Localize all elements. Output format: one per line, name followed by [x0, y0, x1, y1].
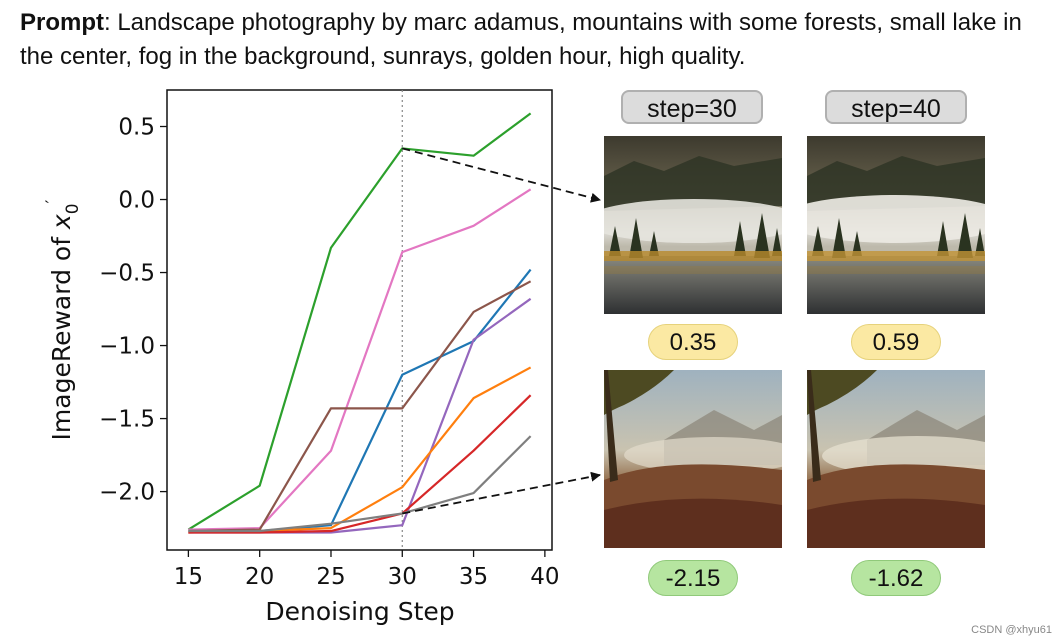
y-tick-label: 0.0 [118, 188, 155, 214]
x-axis-title: Denoising Step [265, 597, 454, 626]
y-tick-label: −0.5 [99, 261, 155, 287]
prompt-label: Prompt [20, 9, 104, 36]
y-axis-title-prime: ′ [43, 199, 63, 203]
y-axis-title-symbol: x [47, 214, 76, 230]
score-bottom-step40: -1.62 [851, 560, 941, 596]
y-axis-title: ImageReward of x0′ [43, 199, 83, 440]
series-line-1 [187, 112, 532, 531]
image-lake-step30 [604, 136, 782, 314]
y-axis-title-main: ImageReward of [47, 229, 76, 440]
x-tick-label: 15 [174, 564, 203, 590]
arrow-to-top-images [402, 147, 601, 203]
series-layer [187, 112, 532, 534]
y-tick-label: −1.5 [99, 407, 155, 433]
y-tick-label: −2.0 [99, 480, 155, 506]
y-tick-label: 0.5 [118, 115, 155, 141]
score-top-step40: 0.59 [851, 324, 941, 360]
y-axis-title-sub: 0 [63, 203, 83, 214]
x-tick-label: 20 [245, 564, 274, 590]
image-valley-step30 [604, 370, 782, 548]
series-line-8 [188, 435, 532, 533]
x-tick-label: 25 [316, 564, 345, 590]
score-bottom-step30: -2.15 [648, 560, 738, 596]
series-line-4 [188, 280, 532, 533]
image-lake-step40 [807, 136, 985, 314]
step-tag-40: step=40 [825, 90, 967, 124]
valley-picture-2 [807, 370, 985, 548]
lake-picture [604, 136, 782, 314]
series-line-2 [188, 188, 532, 531]
watermark: CSDN @xhyu61 [971, 624, 1052, 636]
y-ticks: 0.5 0.0 −0.5 −1.0 −1.5 −2.0 [99, 115, 167, 506]
y-tick-label: −1.0 [99, 334, 155, 360]
prompt-body: : Landscape photography by marc adamus, … [20, 9, 1022, 70]
series-line-7 [188, 394, 532, 534]
x-ticks: 15 20 25 30 35 40 [174, 550, 560, 590]
valley-picture [604, 370, 782, 548]
arrow-to-bottom-images [402, 471, 601, 515]
prompt-text: Prompt: Landscape photography by marc ad… [20, 6, 1060, 74]
lake-picture-2 [807, 136, 985, 314]
image-valley-step40 [807, 370, 985, 548]
x-tick-label: 30 [388, 564, 417, 590]
series-line-6 [188, 366, 532, 534]
score-top-step30: 0.35 [648, 324, 738, 360]
plot-frame [166, 89, 553, 551]
step-tag-30: step=30 [621, 90, 763, 124]
x-tick-label: 40 [530, 564, 559, 590]
x-tick-label: 35 [459, 564, 488, 590]
